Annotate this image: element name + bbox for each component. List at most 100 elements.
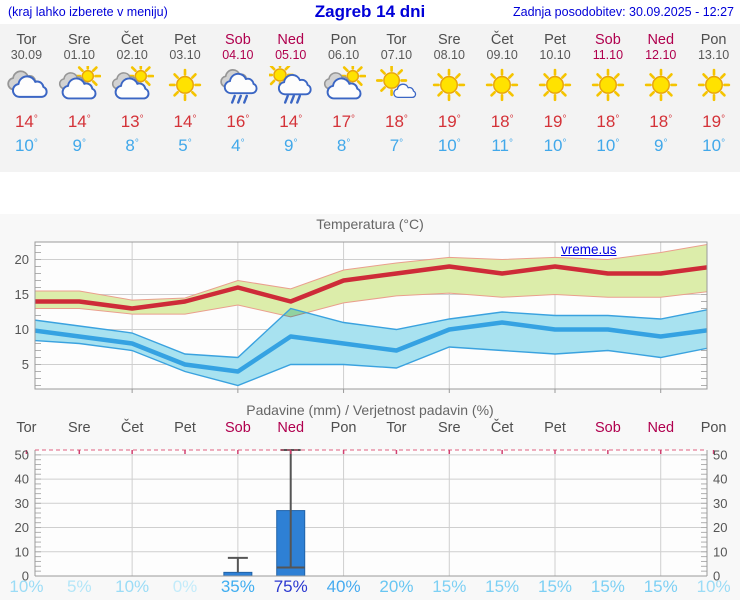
svg-text:0: 0 — [22, 569, 29, 584]
last-updated-text: Zadnja posodobitev: 30.09.2025 - 12:27 — [512, 5, 734, 19]
min-temperature: 4° — [231, 136, 245, 155]
max-temperature: 14° — [67, 112, 91, 131]
svg-text:40: 40 — [713, 472, 727, 487]
day-date: 01.10 — [63, 48, 95, 62]
max-temperature: 16° — [226, 112, 250, 131]
min-temperature: 9° — [72, 136, 87, 155]
vreme-us-link[interactable]: vreme.us — [561, 242, 617, 257]
svg-text:10: 10 — [15, 544, 29, 559]
svg-text:50: 50 — [15, 447, 29, 462]
weather-sunny-icon — [581, 66, 634, 108]
precipitation-probability: 10% — [115, 577, 150, 596]
max-temperature: 14° — [14, 112, 38, 131]
day-column-ned-05.10[interactable]: Ned 05.10 14° 9° — [264, 24, 317, 172]
precipitation-probability: 40% — [326, 577, 361, 596]
day-date: 09.10 — [486, 48, 518, 62]
precip-day-label: Čet — [120, 420, 144, 436]
day-name: Ned — [647, 32, 675, 48]
day-name: Sob — [594, 32, 621, 48]
day-column-ned-12.10[interactable]: Ned 12.10 18° 9° — [634, 24, 687, 172]
precip-day-label: Sre — [68, 420, 91, 436]
precip-day-label: Tor — [16, 420, 37, 436]
precip-day-label: Sob — [224, 420, 251, 436]
precipitation-probability: 0% — [172, 577, 198, 596]
day-column-čet-02.10[interactable]: Čet 02.10 13° 8° — [106, 24, 159, 172]
precip-day-label: Ned — [647, 420, 675, 436]
svg-text:10: 10 — [713, 544, 727, 559]
weather-cloudy-icon — [0, 66, 53, 108]
day-date: 11.10 — [592, 48, 624, 62]
day-column-pet-03.10[interactable]: Pet 03.10 14° 5° — [159, 24, 212, 172]
min-temperature: 10° — [702, 136, 726, 155]
svg-text:20: 20 — [713, 520, 727, 535]
day-name: Sre — [68, 32, 91, 48]
weather-sunny-icon — [529, 66, 582, 108]
svg-text:20: 20 — [15, 252, 29, 267]
day-name: Čet — [120, 32, 144, 48]
min-temperature: 5° — [178, 136, 192, 155]
svg-text:30: 30 — [713, 496, 727, 511]
day-date: 02.10 — [116, 48, 148, 62]
max-temperature: 13° — [120, 112, 144, 131]
precip-day-label: Pet — [174, 420, 196, 436]
max-temperature: 17° — [332, 112, 356, 131]
day-date: 07.10 — [380, 48, 413, 62]
precipitation-probability: 15% — [432, 577, 467, 596]
weather-sun-cloud-icon — [53, 62, 106, 108]
precipitation-bar — [223, 571, 253, 577]
precipitation-chart-title: Padavine (mm) / Verjetnost padavin (%) — [246, 402, 494, 418]
precipitation-probability: 15% — [643, 577, 678, 596]
day-column-pon-06.10[interactable]: Pon 06.10 17° 8° — [317, 24, 370, 172]
max-temperature: 14° — [279, 112, 303, 131]
max-temperature: 19° — [437, 112, 461, 131]
day-date: 04.10 — [222, 48, 254, 62]
day-column-sob-04.10[interactable]: Sob 04.10 16° 4° — [211, 24, 264, 172]
day-column-pet-10.10[interactable]: Pet 10.10 19° 10° — [529, 24, 582, 172]
svg-text:5: 5 — [22, 357, 29, 372]
day-date: 03.10 — [169, 48, 201, 62]
day-column-tor-30.09[interactable]: Tor 30.09 14° 10° — [0, 24, 53, 172]
day-column-čet-09.10[interactable]: Čet 09.10 18° 11° — [476, 24, 529, 172]
forecast-strip: Tor 30.09 14° 10° Sre 01.10 14° 9° Čet 02.10 13° 8°… — [0, 24, 740, 172]
precip-day-label: Pet — [544, 420, 566, 436]
min-temperature: 9° — [283, 136, 298, 155]
day-column-pon-13.10[interactable]: Pon 13.10 19° 10° — [687, 24, 740, 172]
weather-sun-rain-icon — [264, 61, 317, 108]
weather-sun-small-cloud-icon — [370, 64, 423, 108]
page-header: (kraj lahko izberete v meniju) Zagreb 14… — [0, 0, 740, 24]
day-name: Pet — [544, 32, 566, 48]
weather-sun-cloud-icon — [317, 62, 370, 108]
precipitation-probability: 10% — [9, 577, 44, 596]
max-temperature: 19° — [543, 112, 567, 131]
svg-text:30: 30 — [15, 496, 29, 511]
weather-sunny-icon — [476, 66, 529, 108]
precipitation-probability: 5% — [67, 577, 92, 596]
day-column-sre-01.10[interactable]: Sre 01.10 14° 9° — [53, 24, 106, 172]
precip-day-label: Pon — [700, 420, 727, 436]
day-column-sre-08.10[interactable]: Sre 08.10 19° 10° — [423, 24, 476, 172]
day-column-tor-07.10[interactable]: Tor 07.10 18° 7° — [370, 24, 423, 172]
svg-text:10: 10 — [15, 322, 29, 337]
min-temperature: 10° — [14, 136, 38, 155]
day-name: Tor — [386, 32, 407, 48]
precipitation-probability-row: 10% 5% 10% 0% 35% 75% 40% 20% 15% 15% 15% 15% 15% 10% — [0, 577, 740, 597]
max-temperature: 18° — [649, 112, 673, 131]
min-temperature: 10° — [596, 136, 620, 155]
day-date: 06.10 — [327, 48, 360, 62]
max-temperature: 18° — [384, 112, 408, 131]
day-date: 30.09 — [10, 48, 43, 62]
max-temperature: 18° — [490, 112, 514, 131]
precipitation-probability: 35% — [220, 577, 255, 596]
precipitation-chart: 0 0 10 10 20 20 30 30 40 40 50 50 — [15, 447, 728, 584]
svg-text:0: 0 — [713, 569, 720, 584]
max-temperature: 18° — [596, 112, 620, 131]
precipitation-probability: 10% — [696, 577, 731, 596]
day-column-sob-11.10[interactable]: Sob 11.10 18° 10° — [581, 24, 634, 172]
day-date: 13.10 — [697, 48, 730, 62]
day-date: 10.10 — [539, 48, 571, 62]
min-temperature: 8° — [336, 136, 351, 155]
precipitation-probability: 15% — [590, 577, 625, 596]
page-title: Zagreb 14 dni — [314, 2, 426, 21]
temperature-chart-title: Temperatura (°C) — [316, 216, 424, 232]
precip-day-label: Sob — [594, 420, 621, 436]
